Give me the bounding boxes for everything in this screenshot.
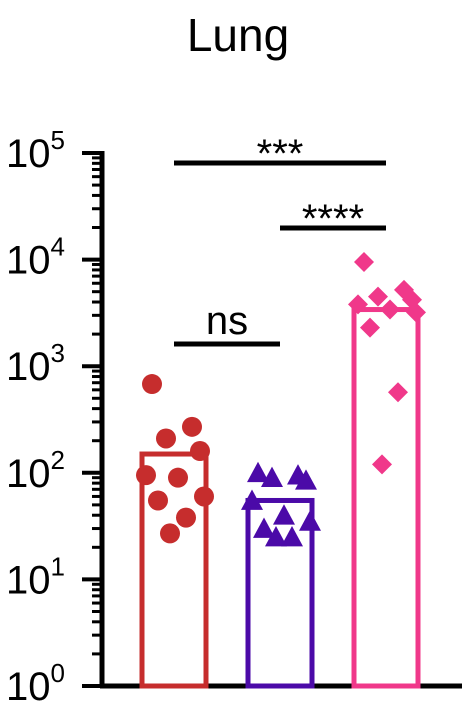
- data-point: [160, 523, 180, 544]
- data-point: [190, 441, 210, 462]
- significance-label: ****: [302, 197, 364, 241]
- data-point: [241, 489, 263, 510]
- data-point: [388, 382, 408, 403]
- significance-label: ***: [257, 132, 304, 176]
- bar: [351, 307, 421, 689]
- data-point: [380, 299, 400, 320]
- y-tick-label: 103: [6, 338, 65, 389]
- data-point: [265, 525, 287, 547]
- data-point: [273, 504, 295, 525]
- y-tick-label: 105: [6, 125, 65, 176]
- data-point: [368, 286, 388, 307]
- data-point: [281, 525, 303, 547]
- significance-label: ns: [206, 299, 248, 343]
- data-point: [348, 294, 368, 315]
- data-point: [142, 374, 162, 395]
- y-tick-label: 104: [6, 232, 65, 283]
- data-point: [182, 416, 202, 437]
- y-tick-label: 100: [6, 658, 65, 709]
- data-point: [168, 467, 188, 488]
- y-tick-label: 101: [6, 551, 65, 602]
- data-point: [360, 317, 380, 338]
- data-point: [194, 486, 214, 507]
- data-point: [295, 469, 317, 490]
- data-point: [372, 454, 392, 475]
- data-point: [136, 465, 156, 486]
- chart-title: Lung: [186, 9, 290, 61]
- bar: [245, 497, 315, 689]
- data-point: [354, 251, 374, 272]
- data-point: [261, 466, 283, 488]
- data-point: [253, 517, 275, 538]
- data-point: [247, 461, 269, 483]
- y-tick-label: 102: [6, 445, 65, 496]
- data-point: [406, 302, 426, 323]
- bar: [139, 451, 209, 689]
- data-point: [148, 490, 168, 511]
- data-point: [299, 510, 321, 531]
- data-point: [176, 507, 196, 528]
- data-point: [156, 428, 176, 449]
